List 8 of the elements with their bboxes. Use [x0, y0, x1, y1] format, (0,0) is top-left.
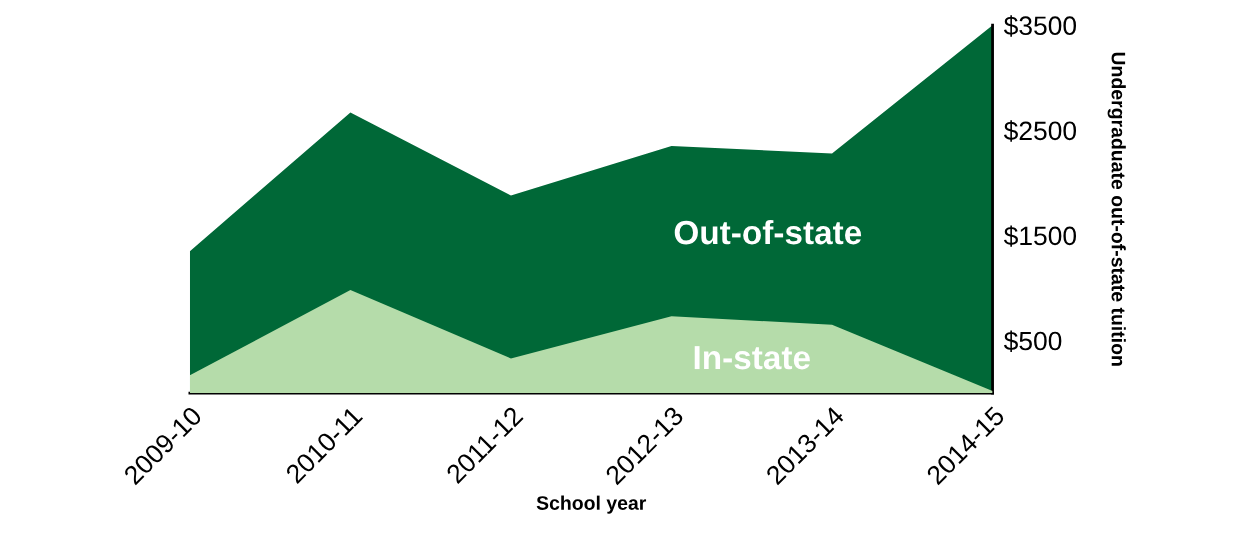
y-tick-label: $500 — [1003, 330, 1062, 352]
x-axis-title: School year — [536, 495, 647, 514]
y-axis-title: Undergraduate out-of-state tuition — [1107, 52, 1126, 366]
series-label: Out-of-state — [674, 219, 862, 245]
y-tick-label: $3500 — [1003, 15, 1077, 37]
y-tick-label: $1500 — [1003, 225, 1077, 247]
y-tick-label: $2500 — [1003, 120, 1077, 142]
series-label: In-state — [694, 346, 810, 370]
